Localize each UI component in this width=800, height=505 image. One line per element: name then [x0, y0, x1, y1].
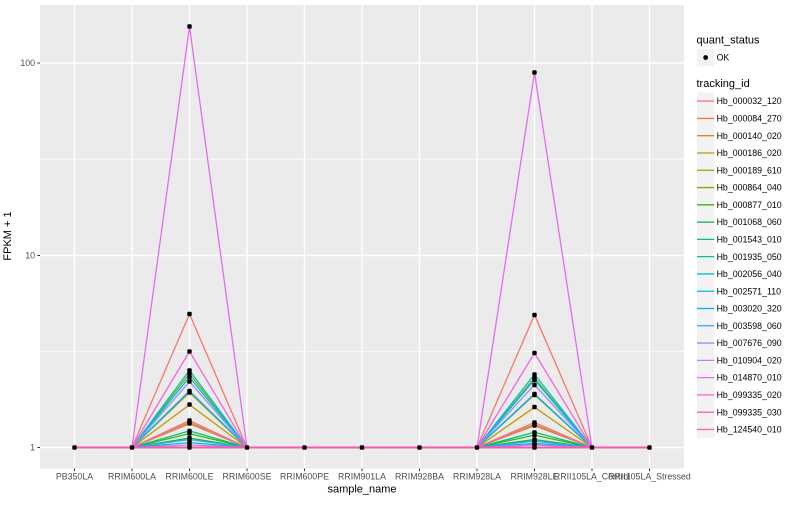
svg-text:Hb_099335_020: Hb_099335_020: [717, 390, 782, 400]
svg-text:Hb_003598_060: Hb_003598_060: [717, 321, 782, 331]
svg-text:Hb_000864_040: Hb_000864_040: [717, 183, 782, 193]
svg-text:sample_name: sample_name: [327, 484, 396, 496]
svg-text:RRII105LA_Stressed: RRII105LA_Stressed: [608, 472, 691, 482]
svg-text:PB350LA: PB350LA: [56, 472, 93, 482]
svg-text:Hb_000084_270: Hb_000084_270: [717, 114, 782, 124]
svg-text:RRIM600LE: RRIM600LE: [166, 472, 214, 482]
svg-text:RRIM928LE: RRIM928LE: [511, 472, 559, 482]
svg-text:RRIM928LA: RRIM928LA: [453, 472, 501, 482]
svg-text:Hb_000877_010: Hb_000877_010: [717, 200, 782, 210]
svg-text:Hb_000032_120: Hb_000032_120: [717, 96, 782, 106]
svg-text:Hb_001068_060: Hb_001068_060: [717, 217, 782, 227]
svg-text:RRIM600LA: RRIM600LA: [108, 472, 156, 482]
svg-text:Hb_007676_090: Hb_007676_090: [717, 338, 782, 348]
svg-text:Hb_003020_320: Hb_003020_320: [717, 304, 782, 314]
svg-text:RRII105LA_Control: RRII105LA_Control: [554, 472, 630, 482]
svg-text:FPKM + 1: FPKM + 1: [2, 211, 14, 260]
svg-text:OK: OK: [717, 53, 730, 63]
svg-text:Hb_000189_610: Hb_000189_610: [717, 165, 782, 175]
svg-text:RRIM928BA: RRIM928BA: [395, 472, 444, 482]
svg-text:RRIM600PE: RRIM600PE: [280, 472, 329, 482]
svg-text:RRIM901LA: RRIM901LA: [338, 472, 386, 482]
svg-text:100: 100: [20, 58, 35, 68]
svg-text:Hb_010904_020: Hb_010904_020: [717, 355, 782, 365]
svg-text:Hb_000140_020: Hb_000140_020: [717, 131, 782, 141]
svg-text:quant_status: quant_status: [697, 35, 760, 47]
svg-text:Hb_001543_010: Hb_001543_010: [717, 234, 782, 244]
svg-text:Hb_099335_030: Hb_099335_030: [717, 407, 782, 417]
svg-text:Hb_002056_040: Hb_002056_040: [717, 269, 782, 279]
svg-text:1: 1: [30, 443, 35, 453]
svg-text:tracking_id: tracking_id: [697, 78, 750, 90]
svg-text:Hb_014870_010: Hb_014870_010: [717, 373, 782, 383]
svg-text:RRIM600SE: RRIM600SE: [223, 472, 272, 482]
svg-text:Hb_001935_050: Hb_001935_050: [717, 252, 782, 262]
svg-text:Hb_124540_010: Hb_124540_010: [717, 425, 782, 435]
svg-text:Hb_002571_110: Hb_002571_110: [717, 286, 782, 296]
svg-text:Hb_000186_020: Hb_000186_020: [717, 148, 782, 158]
svg-text:10: 10: [25, 251, 35, 261]
